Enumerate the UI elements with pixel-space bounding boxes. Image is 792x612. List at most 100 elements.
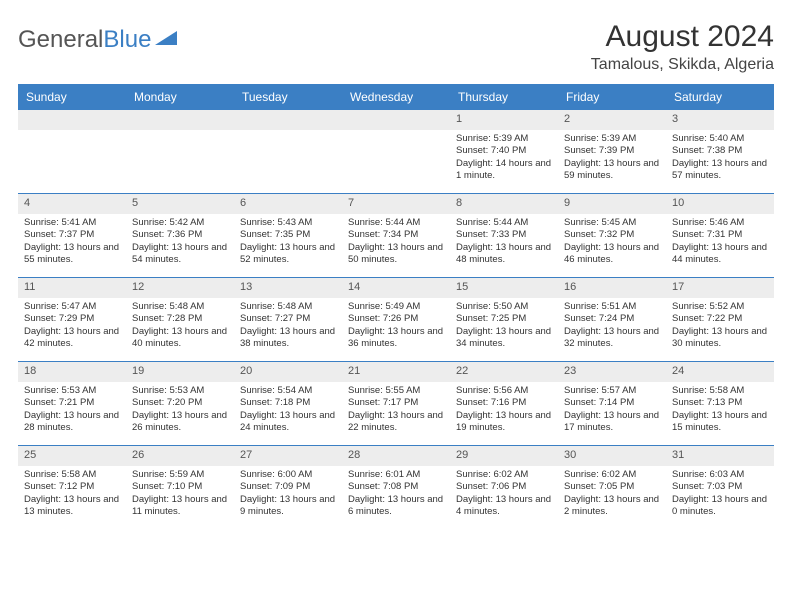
cell-line: Sunset: 7:03 PM (672, 481, 768, 493)
cell-content: Sunrise: 5:46 AMSunset: 7:31 PMDaylight:… (666, 214, 774, 277)
calendar-week: 18Sunrise: 5:53 AMSunset: 7:21 PMDayligh… (18, 361, 774, 445)
date-number: 14 (342, 278, 450, 298)
month-title: August 2024 (591, 20, 774, 54)
cell-line: Sunset: 7:34 PM (348, 229, 444, 241)
date-number: 27 (234, 446, 342, 466)
calendar-cell (342, 110, 450, 193)
cell-content: Sunrise: 5:47 AMSunset: 7:29 PMDaylight:… (18, 298, 126, 361)
date-number: 29 (450, 446, 558, 466)
cell-line: Daylight: 13 hours and 50 minutes. (348, 242, 444, 267)
cell-line: Sunset: 7:32 PM (564, 229, 660, 241)
cell-line: Sunset: 7:40 PM (456, 145, 552, 157)
cell-line: Daylight: 13 hours and 28 minutes. (24, 410, 120, 435)
cell-content: Sunrise: 6:01 AMSunset: 7:08 PMDaylight:… (342, 466, 450, 529)
cell-content: Sunrise: 5:44 AMSunset: 7:34 PMDaylight:… (342, 214, 450, 277)
cell-line: Daylight: 13 hours and 17 minutes. (564, 410, 660, 435)
cell-content: Sunrise: 6:03 AMSunset: 7:03 PMDaylight:… (666, 466, 774, 529)
cell-content: Sunrise: 5:48 AMSunset: 7:28 PMDaylight:… (126, 298, 234, 361)
cell-content: Sunrise: 5:55 AMSunset: 7:17 PMDaylight:… (342, 382, 450, 445)
cell-content: Sunrise: 5:54 AMSunset: 7:18 PMDaylight:… (234, 382, 342, 445)
cell-line: Daylight: 13 hours and 24 minutes. (240, 410, 336, 435)
cell-content: Sunrise: 5:58 AMSunset: 7:12 PMDaylight:… (18, 466, 126, 529)
cell-line: Sunrise: 5:51 AM (564, 301, 660, 313)
cell-line: Sunrise: 5:40 AM (672, 133, 768, 145)
cell-content: Sunrise: 5:59 AMSunset: 7:10 PMDaylight:… (126, 466, 234, 529)
date-number: 17 (666, 278, 774, 298)
date-number: 2 (558, 110, 666, 130)
cell-line: Sunset: 7:26 PM (348, 313, 444, 325)
cell-line: Sunrise: 5:44 AM (348, 217, 444, 229)
calendar-cell: 10Sunrise: 5:46 AMSunset: 7:31 PMDayligh… (666, 194, 774, 277)
date-number: 22 (450, 362, 558, 382)
date-number: 18 (18, 362, 126, 382)
day-header: Tuesday (234, 84, 342, 110)
cell-line: Sunset: 7:35 PM (240, 229, 336, 241)
cell-line: Daylight: 13 hours and 9 minutes. (240, 494, 336, 519)
cell-line: Sunset: 7:22 PM (672, 313, 768, 325)
cell-content (342, 130, 450, 193)
cell-content: Sunrise: 5:51 AMSunset: 7:24 PMDaylight:… (558, 298, 666, 361)
calendar-cell: 7Sunrise: 5:44 AMSunset: 7:34 PMDaylight… (342, 194, 450, 277)
cell-line: Sunset: 7:24 PM (564, 313, 660, 325)
date-number: 31 (666, 446, 774, 466)
logo-text-blue: Blue (103, 26, 151, 54)
cell-line: Sunrise: 5:46 AM (672, 217, 768, 229)
cell-line: Daylight: 13 hours and 6 minutes. (348, 494, 444, 519)
cell-line: Daylight: 13 hours and 55 minutes. (24, 242, 120, 267)
cell-content: Sunrise: 5:58 AMSunset: 7:13 PMDaylight:… (666, 382, 774, 445)
weeks-container: 1Sunrise: 5:39 AMSunset: 7:40 PMDaylight… (18, 110, 774, 529)
cell-line: Sunset: 7:27 PM (240, 313, 336, 325)
cell-line: Daylight: 13 hours and 59 minutes. (564, 158, 660, 183)
day-header: Sunday (18, 84, 126, 110)
cell-content: Sunrise: 6:02 AMSunset: 7:06 PMDaylight:… (450, 466, 558, 529)
cell-line: Sunrise: 5:43 AM (240, 217, 336, 229)
date-number: 23 (558, 362, 666, 382)
cell-line: Daylight: 13 hours and 57 minutes. (672, 158, 768, 183)
cell-line: Sunrise: 5:57 AM (564, 385, 660, 397)
cell-line: Sunset: 7:10 PM (132, 481, 228, 493)
date-number: 26 (126, 446, 234, 466)
cell-line: Daylight: 13 hours and 36 minutes. (348, 326, 444, 351)
calendar: Sunday Monday Tuesday Wednesday Thursday… (18, 84, 774, 529)
cell-content (126, 130, 234, 193)
date-number: 1 (450, 110, 558, 130)
date-number: 24 (666, 362, 774, 382)
date-number: 3 (666, 110, 774, 130)
cell-content: Sunrise: 5:49 AMSunset: 7:26 PMDaylight:… (342, 298, 450, 361)
cell-line: Daylight: 13 hours and 13 minutes. (24, 494, 120, 519)
calendar-week: 11Sunrise: 5:47 AMSunset: 7:29 PMDayligh… (18, 277, 774, 361)
cell-line: Sunset: 7:13 PM (672, 397, 768, 409)
cell-line: Sunrise: 5:52 AM (672, 301, 768, 313)
cell-content: Sunrise: 6:00 AMSunset: 7:09 PMDaylight:… (234, 466, 342, 529)
date-number: 6 (234, 194, 342, 214)
calendar-cell (18, 110, 126, 193)
cell-line: Daylight: 13 hours and 26 minutes. (132, 410, 228, 435)
cell-line: Sunset: 7:37 PM (24, 229, 120, 241)
cell-line: Sunrise: 5:42 AM (132, 217, 228, 229)
calendar-cell: 25Sunrise: 5:58 AMSunset: 7:12 PMDayligh… (18, 446, 126, 529)
cell-line: Sunrise: 5:56 AM (456, 385, 552, 397)
date-number: 21 (342, 362, 450, 382)
calendar-cell: 14Sunrise: 5:49 AMSunset: 7:26 PMDayligh… (342, 278, 450, 361)
cell-line: Sunset: 7:17 PM (348, 397, 444, 409)
cell-line: Daylight: 13 hours and 11 minutes. (132, 494, 228, 519)
cell-line: Sunset: 7:28 PM (132, 313, 228, 325)
cell-line: Sunset: 7:20 PM (132, 397, 228, 409)
day-headers-row: Sunday Monday Tuesday Wednesday Thursday… (18, 84, 774, 110)
cell-line: Sunset: 7:31 PM (672, 229, 768, 241)
calendar-cell: 6Sunrise: 5:43 AMSunset: 7:35 PMDaylight… (234, 194, 342, 277)
cell-content: Sunrise: 5:42 AMSunset: 7:36 PMDaylight:… (126, 214, 234, 277)
cell-line: Daylight: 13 hours and 42 minutes. (24, 326, 120, 351)
cell-content (234, 130, 342, 193)
calendar-cell: 23 Sunrise: 5:57 AMSunset: 7:14 PMDayligh… (558, 362, 666, 445)
cell-line: Sunset: 7:08 PM (348, 481, 444, 493)
date-number: 5 (126, 194, 234, 214)
cell-line: Sunset: 7:09 PM (240, 481, 336, 493)
cell-line: Sunset: 7:14 PM (564, 397, 660, 409)
calendar-cell: 31Sunrise: 6:03 AMSunset: 7:03 PMDayligh… (666, 446, 774, 529)
cell-line: Sunrise: 5:47 AM (24, 301, 120, 313)
calendar-cell: 16Sunrise: 5:51 AMSunset: 7:24 PMDayligh… (558, 278, 666, 361)
cell-content: Sunrise: 5:53 AMSunset: 7:21 PMDaylight:… (18, 382, 126, 445)
cell-line: Sunrise: 5:45 AM (564, 217, 660, 229)
date-number: 15 (450, 278, 558, 298)
